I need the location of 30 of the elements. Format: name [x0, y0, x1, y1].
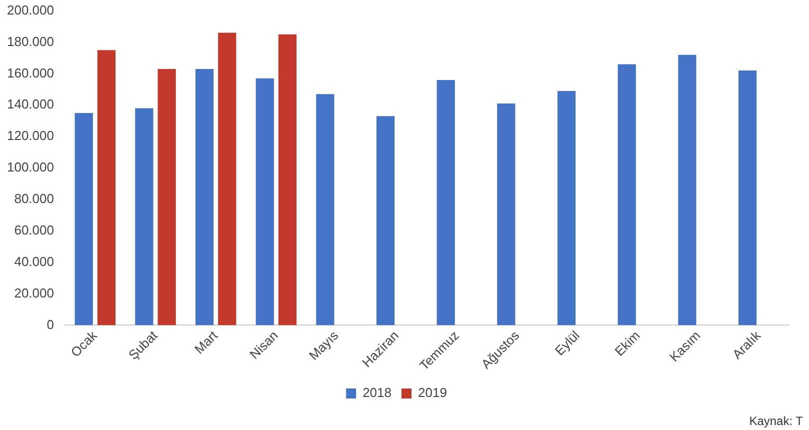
legend-label: 2018: [362, 385, 392, 400]
y-tick-label: 200.000: [6, 2, 54, 18]
bar: [678, 54, 696, 326]
bar: [738, 70, 757, 326]
bar: [376, 116, 395, 326]
bar: [218, 32, 236, 326]
bar: [278, 34, 297, 326]
bar: [135, 108, 154, 326]
bar: [74, 112, 93, 326]
y-tick-label: 160.000: [6, 65, 54, 80]
y-tick-label: 140.000: [6, 96, 54, 112]
text: Kaynak: T: [749, 414, 803, 428]
bar: [618, 64, 636, 326]
legend-label: 2019: [418, 385, 447, 400]
y-tick-label: 180.000: [6, 34, 54, 49]
y-tick-label: 60.000: [14, 222, 54, 238]
bar: [158, 68, 176, 326]
bar: [436, 80, 455, 326]
y-tick-label: 20.000: [14, 285, 54, 300]
y-tick-label: 100.000: [6, 160, 54, 175]
bar: [497, 104, 516, 326]
bar: [256, 78, 274, 326]
bar: [557, 90, 576, 326]
y-tick-label: 40.000: [14, 254, 54, 269]
bar: [316, 94, 334, 326]
y-tick-label: 0: [46, 316, 54, 332]
y-tick-label: 120.000: [6, 128, 54, 144]
y-tick-label: 80.000: [14, 191, 54, 206]
bar: [97, 50, 116, 326]
bar: [195, 68, 214, 326]
